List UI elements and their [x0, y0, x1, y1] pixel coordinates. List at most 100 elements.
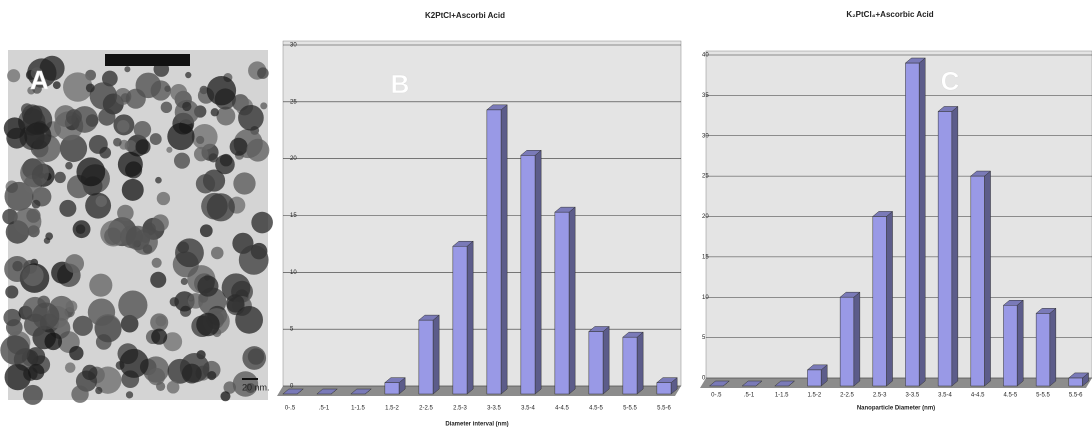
- x-tick-label: 5.5-6: [1069, 393, 1083, 399]
- particle: [120, 349, 149, 378]
- particle: [196, 174, 215, 193]
- particle: [95, 387, 102, 394]
- particle: [113, 138, 122, 147]
- y-tick-label: 10: [702, 295, 709, 301]
- particle: [117, 205, 134, 222]
- y-tick-label: 20: [702, 214, 709, 220]
- particle: [207, 76, 236, 105]
- scale-bar-label: 20 nm.: [242, 382, 270, 392]
- bar: [589, 331, 603, 394]
- particle: [69, 346, 83, 360]
- bar-side: [433, 315, 439, 394]
- x-tick-label: 1-1.5: [351, 406, 365, 412]
- particle: [66, 301, 78, 313]
- particle: [118, 290, 147, 319]
- particle: [71, 386, 88, 403]
- bar: [623, 337, 637, 394]
- x-tick-label: 4.5-5: [1003, 393, 1017, 399]
- particle: [182, 102, 191, 111]
- particle: [44, 237, 50, 243]
- bar: [873, 216, 887, 386]
- bar: [453, 246, 467, 394]
- particle: [170, 297, 179, 306]
- bar-side: [887, 211, 893, 386]
- x-tick-label: 4-4.5: [971, 393, 985, 399]
- particle: [150, 133, 162, 145]
- particle: [242, 346, 266, 370]
- bar: [1003, 305, 1017, 386]
- particle: [196, 313, 220, 337]
- x-tick-label: 5.5-6: [657, 406, 671, 412]
- particle: [6, 128, 27, 149]
- particle: [65, 362, 76, 373]
- particle: [238, 105, 264, 131]
- particle: [182, 364, 202, 384]
- x-tick-label: 1.5-2: [807, 393, 821, 399]
- particle: [76, 224, 86, 234]
- particle: [155, 177, 162, 184]
- panel-label: A: [30, 65, 49, 95]
- y-tick-label: 25: [702, 174, 709, 180]
- particle: [5, 364, 31, 390]
- back-wall: [706, 51, 1092, 378]
- panel-label: C: [941, 66, 960, 96]
- y-tick-label: 5: [702, 335, 706, 341]
- x-tick-label: 4-4.5: [555, 406, 569, 412]
- bar-side: [535, 150, 541, 394]
- particle: [156, 316, 167, 327]
- particle: [152, 258, 162, 268]
- y-tick-label: 15: [290, 213, 297, 219]
- y-tick-label: 20: [290, 156, 297, 162]
- particle: [23, 385, 43, 405]
- bar: [1036, 313, 1050, 386]
- bar: [521, 155, 535, 394]
- particle: [239, 245, 269, 275]
- chart-title: K2PtCl+Ascorbi Acid: [425, 11, 505, 20]
- particle: [134, 121, 151, 138]
- bar: [905, 63, 919, 386]
- particle: [192, 124, 218, 150]
- x-tick-label: 1.5-2: [385, 406, 399, 412]
- particle: [32, 200, 41, 209]
- particle: [197, 276, 218, 297]
- bar-side: [952, 106, 958, 386]
- particle: [122, 179, 144, 201]
- y-tick-label: 10: [290, 270, 297, 276]
- x-axis-label: Diameter interval (nm): [445, 422, 508, 428]
- particle: [98, 108, 115, 125]
- particle: [200, 224, 213, 237]
- bar: [419, 320, 433, 394]
- particle: [20, 159, 49, 188]
- particle: [66, 109, 82, 125]
- bar: [1069, 378, 1083, 386]
- particle: [150, 272, 166, 288]
- bar: [555, 212, 569, 394]
- figure: A 20 nm. 0510152025300-.5.5-11-1.51.5-22…: [0, 0, 1092, 429]
- particle: [117, 120, 130, 133]
- back-wall: [283, 41, 681, 386]
- particle: [65, 162, 73, 170]
- particle: [174, 153, 190, 169]
- x-tick-label: 2.5-3: [873, 393, 887, 399]
- particle: [166, 147, 172, 153]
- particle: [76, 157, 105, 186]
- bar-side: [854, 292, 860, 386]
- x-tick-label: 0-.5: [285, 406, 296, 412]
- particle: [157, 192, 170, 205]
- x-tick-label: 2.5-3: [453, 406, 467, 412]
- bar: [385, 383, 399, 394]
- bar-side: [1017, 300, 1023, 386]
- particle: [151, 329, 167, 345]
- particle: [24, 122, 51, 149]
- particle: [125, 140, 137, 152]
- chart-title: K₂PtCl₄+Ascorbic Acid: [846, 10, 933, 19]
- particle: [207, 371, 216, 380]
- particle: [86, 84, 95, 93]
- image-header: [105, 54, 190, 66]
- bar-side: [919, 58, 925, 386]
- y-tick-label: 40: [702, 53, 709, 59]
- particle: [196, 136, 204, 144]
- particle: [55, 172, 66, 183]
- bar-side: [1050, 308, 1056, 386]
- y-tick-label: 35: [702, 93, 709, 99]
